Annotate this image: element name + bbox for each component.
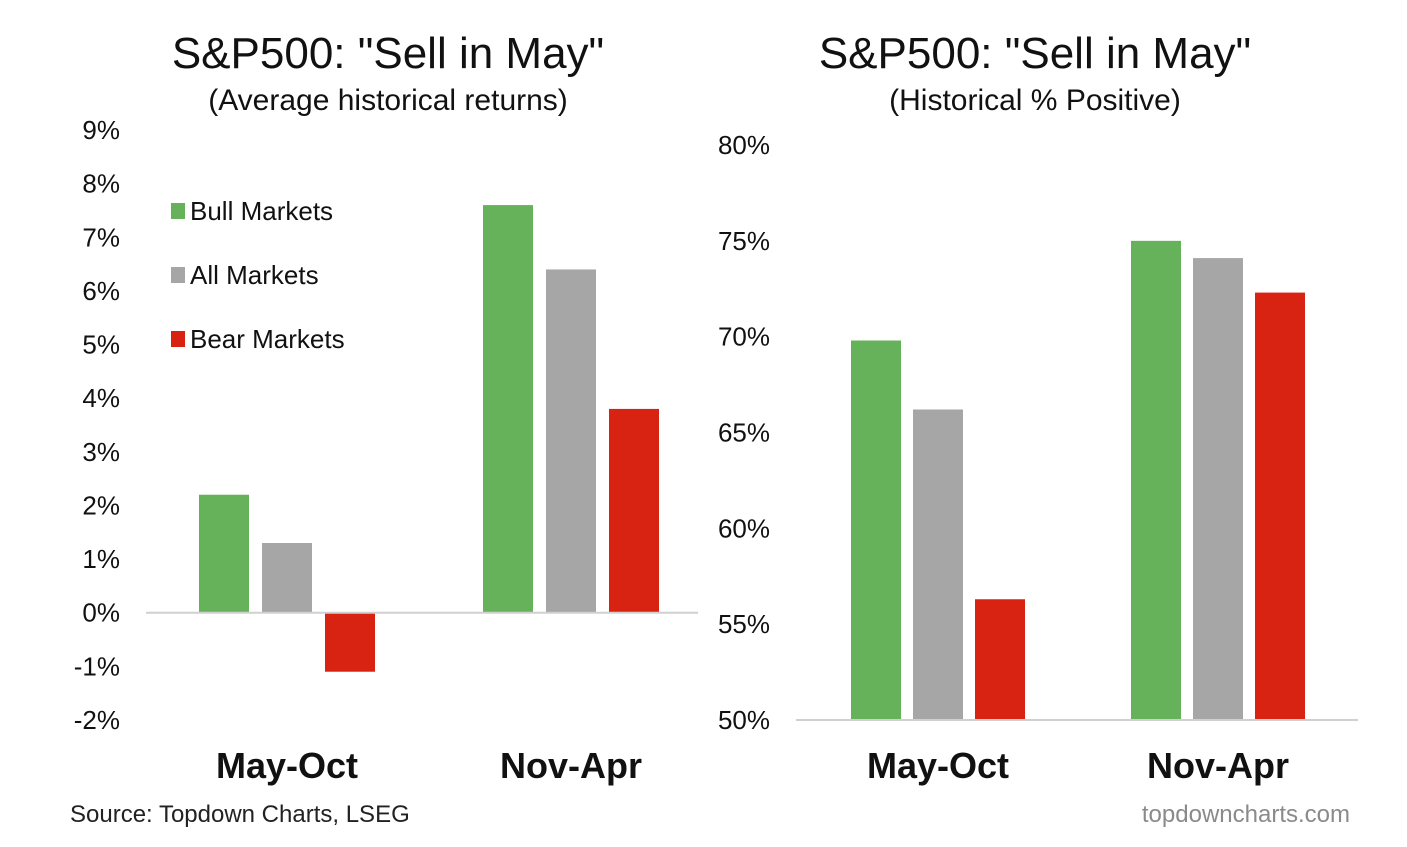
bar-bull-nov-apr [483,205,533,613]
left-chart-title: S&P500: "Sell in May" [172,29,604,78]
bar-bear-may-oct [325,612,375,672]
y-tick-label: 0% [82,598,120,628]
legend-swatch-bull [171,203,185,219]
left-bars [199,205,659,672]
bar-bull-nov-apr [1131,240,1181,721]
right-category-labels: May-Oct Nov-Apr [867,745,1289,786]
y-tick-label: 7% [82,222,120,252]
y-tick-label: 65% [718,418,770,448]
right-chart-subtitle: (Historical % Positive) [889,84,1181,117]
y-tick-label: 75% [718,226,770,256]
legend: Bull Markets All Markets Bear Markets [171,196,345,354]
left-chart: S&P500: "Sell in May" (Average historica… [74,29,698,786]
bar-all-nov-apr [546,269,596,613]
y-tick-label: 3% [82,437,120,467]
bar-bull-may-oct [851,340,901,720]
y-tick-label: 8% [82,169,120,199]
right-chart: S&P500: "Sell in May" (Historical % Posi… [718,29,1358,786]
y-tick-label: 80% [718,130,770,160]
y-tick-label: 5% [82,330,120,360]
right-bars [851,240,1305,721]
y-tick-label: -2% [74,705,120,735]
y-tick-label: 1% [82,544,120,574]
source-note: Source: Topdown Charts, LSEG [70,801,410,828]
right-chart-title: S&P500: "Sell in May" [819,29,1251,78]
y-tick-label: 70% [718,322,770,352]
legend-swatch-bear [171,331,185,347]
category-label: Nov-Apr [500,745,642,786]
bar-bear-may-oct [975,599,1025,720]
left-y-axis-ticks: 9% 8% 7% 6% 5% 4% 3% 2% 1% 0% -1% -2% [74,115,120,735]
brand-link[interactable]: topdowncharts.com [1142,801,1350,828]
y-tick-label: 6% [82,276,120,306]
y-tick-label: 4% [82,383,120,413]
category-label: Nov-Apr [1147,745,1289,786]
y-tick-label: 9% [82,115,120,145]
legend-label-bear: Bear Markets [190,324,345,354]
left-chart-subtitle: (Average historical returns) [208,84,568,117]
right-y-axis-ticks: 80% 75% 70% 65% 60% 55% 50% [718,130,770,735]
y-tick-label: 55% [718,609,770,639]
bar-all-may-oct [262,543,312,613]
category-label: May-Oct [867,745,1009,786]
category-label: May-Oct [216,745,358,786]
bar-all-may-oct [913,409,963,720]
legend-label-bull: Bull Markets [190,196,333,226]
left-category-labels: May-Oct Nov-Apr [216,745,642,786]
y-tick-label: 50% [718,705,770,735]
bar-bull-may-oct [199,494,249,613]
bar-all-nov-apr [1193,258,1243,720]
bar-bear-nov-apr [1255,292,1305,720]
y-tick-label: 2% [82,490,120,520]
y-tick-label: -1% [74,651,120,681]
y-tick-label: 60% [718,513,770,543]
bar-bear-nov-apr [609,408,659,613]
legend-swatch-all [171,267,185,283]
legend-label-all: All Markets [190,260,319,290]
